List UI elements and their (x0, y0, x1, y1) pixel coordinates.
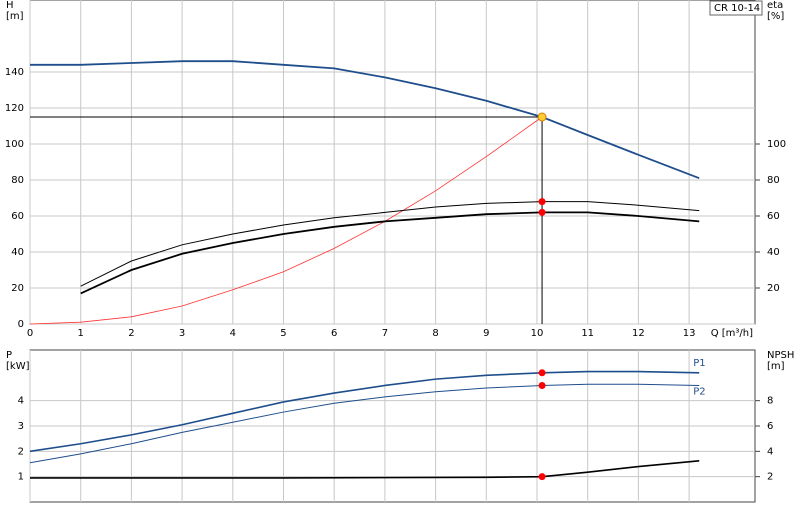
x-tick-label: 5 (280, 328, 286, 339)
x-tick-label: 12 (632, 328, 645, 339)
duty-point (538, 473, 546, 481)
y2-tick-label: 8 (767, 396, 773, 407)
series-line (29, 370, 700, 453)
y2-tick-label: 4 (767, 446, 773, 457)
y-tick-label: 1 (18, 472, 24, 483)
y-tick-label: 140 (5, 67, 24, 78)
series-line (80, 211, 700, 295)
y2-tick-label: 60 (767, 211, 780, 222)
y-tick-label: 2 (18, 446, 24, 457)
y-tick-label: 0 (18, 319, 24, 330)
duty-point (538, 208, 546, 216)
y2-tick-label: 80 (767, 175, 780, 186)
x-tick-label: 11 (581, 328, 594, 339)
legend-label: P2 (693, 386, 705, 397)
y-axis-label: H (6, 0, 14, 11)
x-tick-label: 7 (382, 328, 388, 339)
series-line (29, 116, 543, 325)
x-tick-label: 3 (179, 328, 185, 339)
x-tick-label: 8 (432, 328, 438, 339)
y2-tick-label: 6 (767, 421, 773, 432)
y2-axis-label: eta (767, 0, 783, 11)
x-axis-label: Q [m³/h] (711, 328, 753, 339)
y-axis-label: P (6, 350, 12, 361)
duty-point (538, 381, 546, 389)
duty-point (538, 369, 546, 377)
x-tick-label: 9 (483, 328, 489, 339)
curve-label: CR 10-14 (714, 3, 760, 14)
duty-point (538, 198, 546, 206)
y-tick-label: 60 (11, 211, 24, 222)
operating-point (537, 112, 547, 122)
x-tick-label: 0 (27, 328, 33, 339)
y-tick-label: 100 (5, 139, 24, 150)
y2-axis-label: NPSH (767, 350, 794, 361)
series-line (29, 383, 700, 464)
y-tick-label: 4 (18, 396, 24, 407)
y-tick-label: 20 (11, 283, 24, 294)
y-tick-label: 40 (11, 247, 24, 258)
y2-tick-label: 100 (767, 139, 786, 150)
y-tick-label: 80 (11, 175, 24, 186)
series-line (80, 201, 700, 287)
x-tick-label: 6 (331, 328, 337, 339)
label-box (709, 0, 763, 16)
y-tick-label: 3 (18, 421, 24, 432)
x-tick-label: 13 (683, 328, 696, 339)
x-tick-label: 4 (230, 328, 236, 339)
y2-tick-label: 40 (767, 247, 780, 258)
y2-tick-label: 20 (767, 283, 780, 294)
series-line (30, 60, 700, 180)
y-axis-label: [m] (6, 11, 24, 22)
y2-axis-label: [%] (767, 11, 784, 22)
x-tick-label: 10 (531, 328, 544, 339)
x-tick-label: 1 (78, 328, 84, 339)
y-axis-label: [kW] (6, 361, 30, 372)
y2-tick-label: 2 (767, 472, 773, 483)
plot-area (29, 0, 756, 325)
y2-axis-label: [m] (767, 361, 785, 372)
legend-label: P1 (693, 358, 705, 369)
x-tick-label: 2 (128, 328, 134, 339)
y-tick-label: 120 (5, 103, 24, 114)
